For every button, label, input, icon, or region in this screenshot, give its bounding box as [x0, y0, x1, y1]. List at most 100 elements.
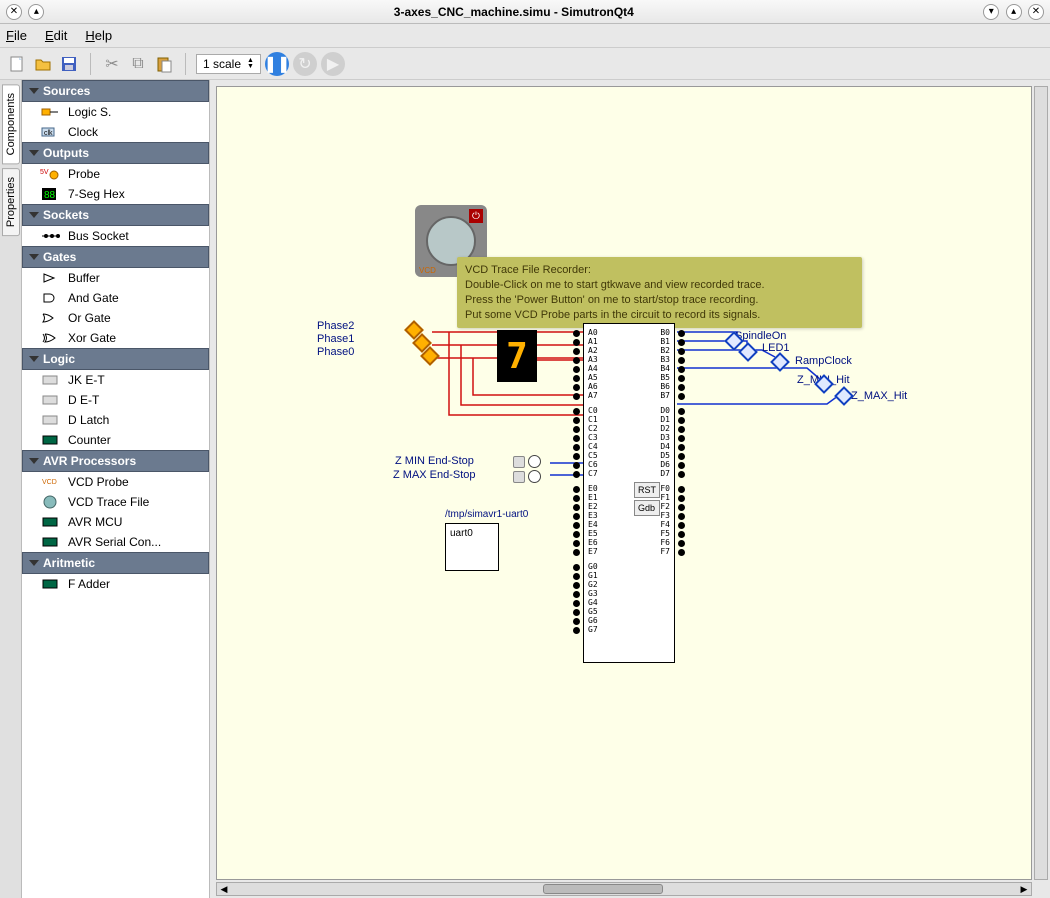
component-icon — [40, 515, 62, 529]
component-icon: 5V — [40, 167, 62, 181]
label-phase2: Phase2 — [317, 320, 354, 332]
label-zmin-endstop: Z MIN End-Stop — [395, 455, 474, 467]
component-d-e-t[interactable]: D E-T — [22, 390, 209, 410]
component-tree[interactable]: SourcesLogic S.clkClockOutputs5VProbe887… — [22, 80, 210, 898]
component-icon: VCD — [40, 475, 62, 489]
component-icon — [40, 413, 62, 427]
label-led1: LED1 — [762, 342, 790, 354]
tab-components[interactable]: Components — [2, 84, 20, 164]
label-zmax-endstop: Z MAX End-Stop — [393, 469, 476, 481]
category-sources[interactable]: Sources — [22, 80, 209, 102]
rampclock-probe[interactable] — [770, 352, 790, 372]
tab-properties[interactable]: Properties — [2, 168, 20, 236]
window-title: 3-axes_CNC_machine.simu - SimutronQt4 — [47, 5, 980, 19]
side-tabs: Components Properties — [0, 80, 22, 898]
menubar: File Edit Help — [0, 24, 1050, 48]
component-buffer[interactable]: Buffer — [22, 268, 209, 288]
component-vcd-probe[interactable]: VCDVCD Probe — [22, 472, 209, 492]
component-probe[interactable]: 5VProbe — [22, 164, 209, 184]
component-xor-gate[interactable]: Xor Gate — [22, 328, 209, 348]
vertical-scrollbar[interactable] — [1034, 86, 1048, 880]
component-avr-mcu[interactable]: AVR MCU — [22, 512, 209, 532]
component-f-adder[interactable]: F Adder — [22, 574, 209, 594]
label-phase1: Phase1 — [317, 333, 354, 345]
component-icon — [40, 271, 62, 285]
play-button: ▶ — [321, 52, 345, 76]
seven-seg-display[interactable]: 7 — [497, 330, 537, 382]
reload-button: ↻ — [293, 52, 317, 76]
horizontal-scrollbar[interactable]: ◀ ▶ — [216, 882, 1032, 896]
component-jk-e-t[interactable]: JK E-T — [22, 370, 209, 390]
category-aritmetic[interactable]: Aritmetic — [22, 552, 209, 574]
component-icon — [40, 291, 62, 305]
open-button[interactable] — [32, 53, 54, 75]
copy-button: ⧉ — [127, 53, 149, 75]
component-and-gate[interactable]: And Gate — [22, 288, 209, 308]
component-or-gate[interactable]: Or Gate — [22, 308, 209, 328]
menu-edit[interactable]: Edit — [45, 28, 67, 43]
label-zmaxhit: Z_MAX_Hit — [851, 390, 907, 402]
uart-box[interactable]: uart0 — [445, 523, 499, 571]
menu-help[interactable]: Help — [85, 28, 112, 43]
category-sockets[interactable]: Sockets — [22, 204, 209, 226]
category-outputs[interactable]: Outputs — [22, 142, 209, 164]
component-bus-socket[interactable]: Bus Socket — [22, 226, 209, 246]
gdb-button[interactable]: Gdb — [634, 500, 660, 516]
avr-mcu-chip[interactable]: RST Gdb A0A1A2A3A4A5A6A7C0C1C2C3C4C5C6C7… — [583, 323, 675, 663]
category-logic[interactable]: Logic — [22, 348, 209, 370]
rollup-icon[interactable]: ▴ — [28, 4, 44, 20]
rst-button[interactable]: RST — [634, 482, 660, 498]
minimize-icon[interactable]: ▾ — [983, 4, 999, 20]
component-icon — [40, 433, 62, 447]
new-button[interactable] — [6, 53, 28, 75]
svg-text:88: 88 — [44, 190, 56, 201]
svg-text:clk: clk — [44, 130, 53, 137]
component-d-latch[interactable]: D Latch — [22, 410, 209, 430]
vcd-tooltip: VCD Trace File Recorder: Double-Click on… — [457, 257, 862, 328]
label-rampclock: RampClock — [795, 355, 852, 367]
component-logic-s-[interactable]: Logic S. — [22, 102, 209, 122]
scroll-left-icon[interactable]: ◀ — [217, 883, 231, 895]
component-icon — [40, 535, 62, 549]
component-icon: 88 — [40, 187, 62, 201]
pause-button[interactable]: ❚❚ — [265, 52, 289, 76]
component-icon — [40, 393, 62, 407]
label-phase0: Phase0 — [317, 346, 354, 358]
close-icon[interactable]: ✕ — [1028, 4, 1044, 20]
save-button[interactable] — [58, 53, 80, 75]
maximize-icon[interactable]: ▴ — [1006, 4, 1022, 20]
component-counter[interactable]: Counter — [22, 430, 209, 450]
schematic-canvas[interactable]: ⏻ VCD VCD Trace File Recorder: Double-Cl… — [216, 86, 1032, 880]
component-icon — [40, 577, 62, 591]
svg-text:VCD: VCD — [42, 479, 57, 486]
uart-path: /tmp/simavr1-uart0 — [445, 509, 528, 520]
category-avr-processors[interactable]: AVR Processors — [22, 450, 209, 472]
app-menu-icon[interactable]: ✕ — [6, 4, 22, 20]
component-clock[interactable]: clkClock — [22, 122, 209, 142]
component-icon — [40, 495, 62, 509]
power-button-icon[interactable]: ⏻ — [469, 209, 483, 223]
component-7-seg-hex[interactable]: 887-Seg Hex — [22, 184, 209, 204]
led1-probe[interactable] — [738, 342, 758, 362]
zmin-switch[interactable] — [513, 455, 541, 468]
titlebar: ✕ ▴ 3-axes_CNC_machine.simu - SimutronQt… — [0, 0, 1050, 24]
scale-selector[interactable]: 1 scale ▲▼ — [196, 54, 261, 74]
paste-button[interactable] — [153, 53, 175, 75]
scale-value: 1 scale — [203, 57, 241, 71]
component-icon — [40, 311, 62, 325]
toolbar: ✂ ⧉ 1 scale ▲▼ ❚❚ ↻ ▶ — [0, 48, 1050, 80]
cut-button: ✂ — [101, 53, 123, 75]
component-icon — [40, 373, 62, 387]
component-icon — [40, 105, 62, 119]
scroll-right-icon[interactable]: ▶ — [1017, 883, 1031, 895]
component-avr-serial-con-[interactable]: AVR Serial Con... — [22, 532, 209, 552]
zmax-switch[interactable] — [513, 470, 541, 483]
svg-text:5V: 5V — [40, 169, 49, 176]
scroll-thumb[interactable] — [543, 884, 663, 894]
component-icon: clk — [40, 125, 62, 139]
menu-file[interactable]: File — [6, 28, 27, 43]
component-vcd-trace-file[interactable]: VCD Trace File — [22, 492, 209, 512]
component-icon — [40, 229, 62, 243]
category-gates[interactable]: Gates — [22, 246, 209, 268]
component-icon — [40, 331, 62, 345]
